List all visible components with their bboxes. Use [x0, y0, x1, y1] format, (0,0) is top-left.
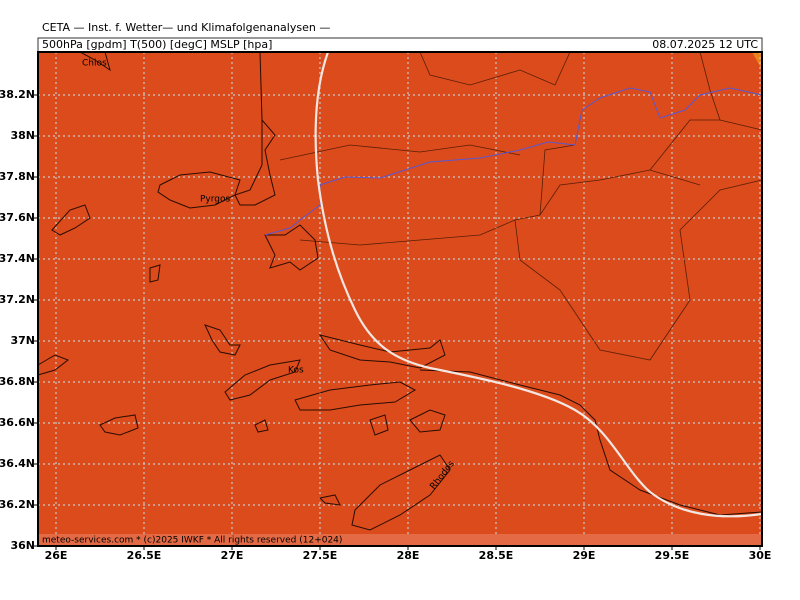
latitude-label: 38.2N [0, 88, 35, 101]
header-fields: 500hPa [gpdm] T(500) [degC] MSLP [hpa] [42, 38, 272, 51]
longitude-label: 30E [749, 549, 772, 562]
latitude-label: 36.8N [0, 375, 35, 388]
map-area: Chios Pyrgos Kos Rhodos meteo-services.c… [37, 51, 763, 547]
latitude-label: 38N [10, 129, 35, 142]
longitude-label: 28E [397, 549, 420, 562]
latitude-label: 36.4N [0, 457, 35, 470]
longitude-label: 26E [45, 549, 68, 562]
latitude-label: 36.6N [0, 416, 35, 429]
latitude-label: 37.8N [0, 170, 35, 183]
header-datetime: 08.07.2025 12 UTC [652, 38, 758, 51]
map-frame [37, 51, 763, 547]
footer: meteo-services.com * (c)2025 IWKF * All … [42, 536, 342, 546]
latitude-label: 37.2N [0, 293, 35, 306]
header-title: CETA — Inst. f. Wetter— und Klimafolgena… [42, 21, 330, 34]
longitude-label: 29.5E [655, 549, 690, 562]
longitude-label: 27E [221, 549, 244, 562]
temperature-field [38, 52, 762, 546]
coastlines [37, 51, 763, 531]
warm-patch [752, 52, 762, 70]
longitude-label: 27.5E [303, 549, 338, 562]
longitude-label: 26.5E [127, 549, 162, 562]
place-label: Chios [82, 59, 107, 69]
latitude-label: 36.2N [0, 498, 35, 511]
latitude-label: 37.4N [0, 252, 35, 265]
longitude-label: 28.5E [479, 549, 514, 562]
borders [279, 51, 763, 361]
footer-bar [38, 534, 762, 546]
isoline [314, 51, 763, 518]
latitude-label: 37.6N [0, 211, 35, 224]
longitude-label: 29E [573, 549, 596, 562]
place-label: Pyrgos [200, 195, 231, 205]
latitude-label: 36N [10, 539, 35, 552]
place-label: Kos [288, 366, 304, 376]
latitude-label: 37N [10, 334, 35, 347]
